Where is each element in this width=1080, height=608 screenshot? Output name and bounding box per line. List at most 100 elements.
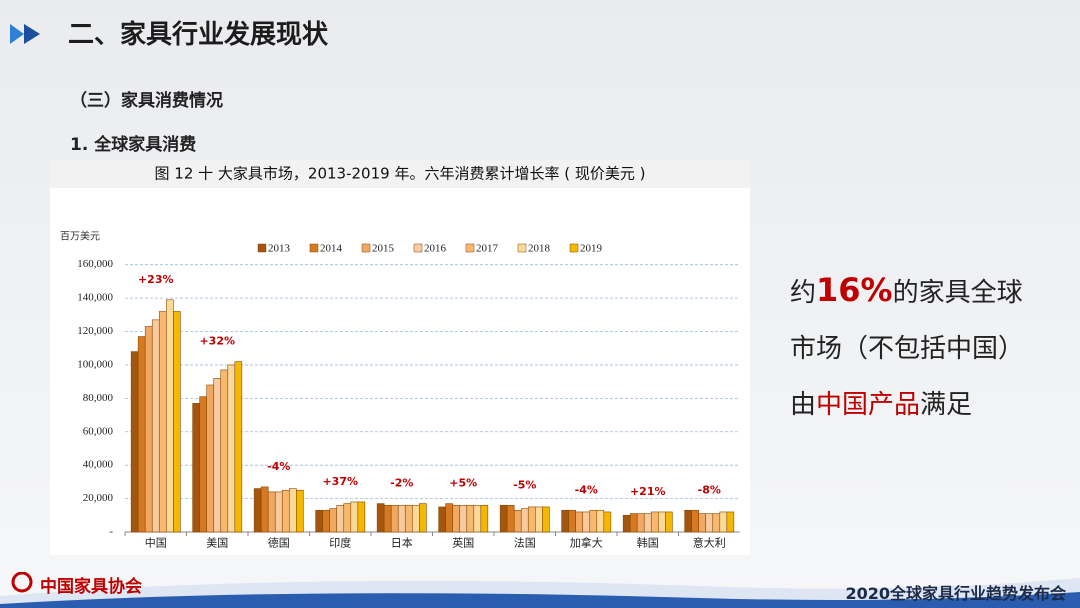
bar [199,396,208,533]
bar [234,361,243,533]
legend-swatch [309,243,319,253]
bar [445,503,454,533]
callout-text: 满足 [920,390,973,420]
bar [691,509,700,533]
x-tick-label: 加拿大 [570,536,603,550]
x-tick-label: 意大利 [693,536,726,550]
chart: 图 12 十 大家具市场，2013-2019 年。六年消费累计增长率 ( 现价美… [50,160,750,555]
subsection-title: 1. 全球家具消费 [70,135,197,155]
legend-label: 2017 [476,243,499,255]
bar [227,364,236,533]
bar [192,403,200,533]
bar [296,489,304,533]
bar [684,509,692,533]
callout-text: 市场（不包括中国） [790,334,1025,364]
bar [629,513,638,533]
legend-label: 2018 [528,243,551,255]
legend-label: 2015 [372,243,395,255]
growth-annotation: +23% [138,273,174,286]
growth-annotation: -4% [575,483,598,496]
legend-label: 2019 [580,243,603,255]
chart-title: 图 12 十 大家具市场，2013-2019 年。六年消费累计增长率 ( 现价美… [155,165,646,183]
bar [220,369,229,533]
bar [575,511,584,533]
y-tick-label: - [109,526,113,538]
bar [603,511,612,533]
y-tick-label: 40,000 [83,459,114,471]
bar [568,509,577,533]
bar [596,509,605,533]
section-title: （三）家具消费情况 [70,91,223,111]
bar [712,513,721,533]
x-tick-label: 法国 [514,536,536,550]
bar [520,508,529,533]
bar [137,336,146,533]
bar [144,326,153,533]
bar [357,501,366,533]
legend-swatch [465,243,475,253]
y-tick-label: 80,000 [83,392,114,404]
callout-text: 由 [790,390,817,420]
slide-title: 二、家具行业发展现状 [68,20,329,50]
bar [513,509,522,533]
bar [719,511,728,533]
bar [542,506,550,533]
bar [343,503,352,533]
bar [506,504,515,533]
bar [473,504,482,533]
bar [636,513,645,533]
bar [459,504,468,533]
x-tick-label: 日本 [391,536,413,550]
bar [213,378,222,533]
bar [336,504,345,533]
bar [173,311,181,533]
bar [130,351,139,533]
bar [165,299,174,533]
bar [452,504,461,533]
bar [206,384,215,533]
bar [260,486,269,533]
growth-annotation: -2% [390,477,413,490]
bar [350,501,359,533]
growth-annotation: +37% [322,475,358,488]
x-tick-label: 美国 [206,537,228,550]
bar [274,491,283,533]
bar [315,509,323,533]
bar [322,509,331,533]
bar [438,506,446,533]
callout-text: 约 [790,278,817,308]
y-tick-label: 160,000 [77,258,113,270]
bar [158,311,167,533]
bar [726,511,735,533]
bar [151,319,160,533]
legend-swatch [361,243,371,253]
y-tick-label: 20,000 [83,492,114,504]
bar [383,504,392,533]
bar [253,488,262,533]
legend-label: 2016 [424,243,447,255]
growth-annotation: -5% [513,478,536,491]
bar [267,491,276,533]
bar [411,504,420,533]
x-tick-label: 印度 [329,536,351,550]
legend-label: 2014 [320,243,343,255]
callout-text: 的家具全球 [892,278,1023,308]
legend-swatch [257,243,267,253]
bar [288,488,297,533]
footer-wave [0,572,1080,608]
bar [419,503,427,533]
x-tick-label: 中国 [145,537,167,550]
bar [582,511,591,533]
bar [665,511,673,533]
bar [650,511,659,533]
x-tick-label: 德国 [268,536,290,550]
bar [466,504,475,533]
bar [561,509,569,533]
bar [589,509,598,533]
growth-annotation: +5% [449,477,477,490]
bar [705,513,714,533]
arrow-icon [10,24,40,44]
callout: 约16%的家具全球 市场（不包括中国） 由中国产品满足 [790,262,1024,433]
bar [376,503,385,533]
